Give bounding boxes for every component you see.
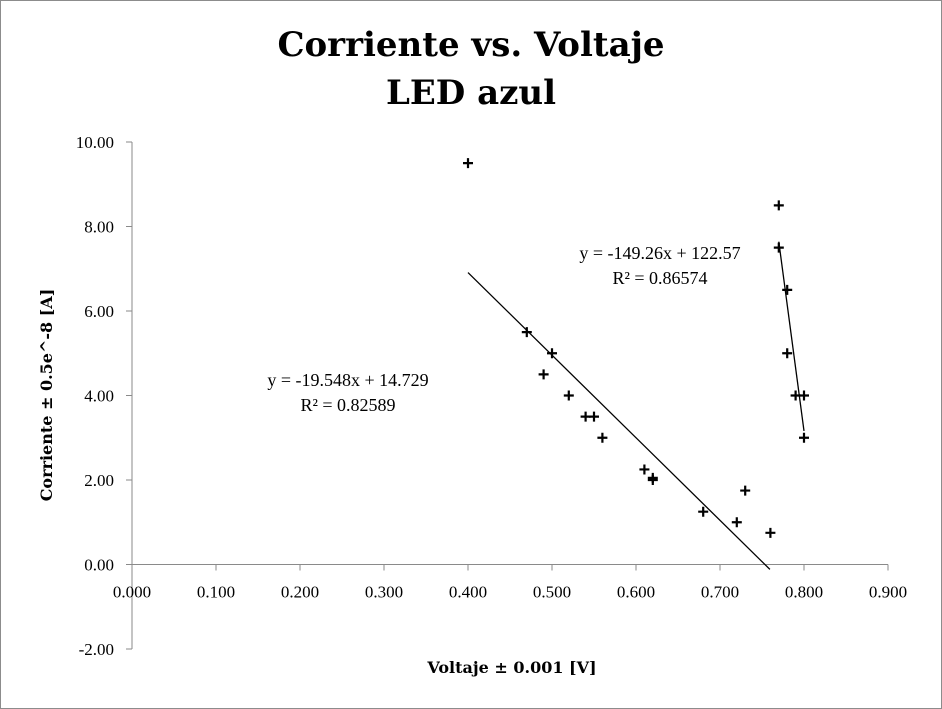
- data-point-series-1: [589, 411, 599, 422]
- trendline-1-equation: y = -19.548x + 14.729: [267, 370, 428, 390]
- x-tick-label: 0.600: [617, 583, 655, 602]
- chart-subtitle: LED azul: [385, 73, 557, 113]
- data-point-series-1: [740, 485, 751, 496]
- data-point-series-2: [799, 432, 809, 443]
- data-point-series-2: [782, 284, 793, 295]
- y-tick-label: 4.00: [84, 387, 114, 406]
- data-point-series-2: [773, 242, 784, 253]
- x-axis-label: Voltaje ± 0.001 [V]: [426, 658, 596, 677]
- data-point-series-1: [538, 369, 549, 380]
- x-tick-label: 0.100: [197, 583, 235, 602]
- data-point-series-1: [547, 348, 557, 359]
- data-point-series-1: [463, 158, 473, 169]
- y-tick-label: 8.00: [84, 218, 114, 237]
- x-tick-label: 0.400: [449, 583, 487, 602]
- data-point-series-1: [647, 472, 658, 483]
- labels: Voltaje ± 0.001 [V] Corriente ± 0.5e^-8 …: [37, 243, 741, 677]
- x-tick-label: 0.800: [785, 583, 823, 602]
- x-tick-label: 0.700: [701, 583, 739, 602]
- trendline-1: [467, 272, 771, 570]
- trendline-2: [778, 241, 805, 431]
- x-tick-label: 0.900: [869, 583, 907, 602]
- data-point-series-1: [698, 506, 709, 517]
- y-axis-label: Corriente ± 0.5e^-8 [A]: [37, 289, 56, 502]
- y-tick-label: 6.00: [84, 302, 114, 321]
- axes: -2.00 0.00 2.00 4.00 6.00 8.00 10.00 0.000 0.100…: [76, 133, 907, 659]
- x-tick-label: 0.000: [113, 583, 151, 602]
- trendlines: [467, 241, 805, 570]
- data-point-series-1: [563, 390, 574, 401]
- data-point-series-2: [790, 390, 801, 401]
- data-point-series-1: [765, 527, 776, 538]
- y-tick-label: 2.00: [84, 471, 114, 490]
- y-tick-label: 0.00: [84, 556, 114, 575]
- chart-title: Corriente vs. Voltaje: [277, 25, 665, 65]
- trendline-1-r2: R² = 0.82589: [300, 395, 395, 415]
- data-points: [463, 158, 809, 538]
- data-point-series-1: [639, 464, 650, 475]
- data-point-series-2: [773, 200, 784, 211]
- data-point-series-2: [782, 348, 793, 359]
- x-tick-label: 0.300: [365, 583, 403, 602]
- y-tick-label: 10.00: [76, 133, 114, 152]
- y-tick-label: -2.00: [79, 640, 114, 659]
- data-point-series-1: [597, 432, 608, 443]
- trendline-2-r2: R² = 0.86574: [612, 268, 707, 288]
- data-point-series-2: [799, 390, 809, 401]
- data-point-series-1: [521, 327, 532, 338]
- trendline-2-equation: y = -149.26x + 122.57: [579, 243, 740, 263]
- data-point-series-1: [731, 517, 742, 528]
- data-point-series-1: [580, 411, 591, 422]
- x-tick-label: 0.500: [533, 583, 571, 602]
- x-tick-label: 0.200: [281, 583, 319, 602]
